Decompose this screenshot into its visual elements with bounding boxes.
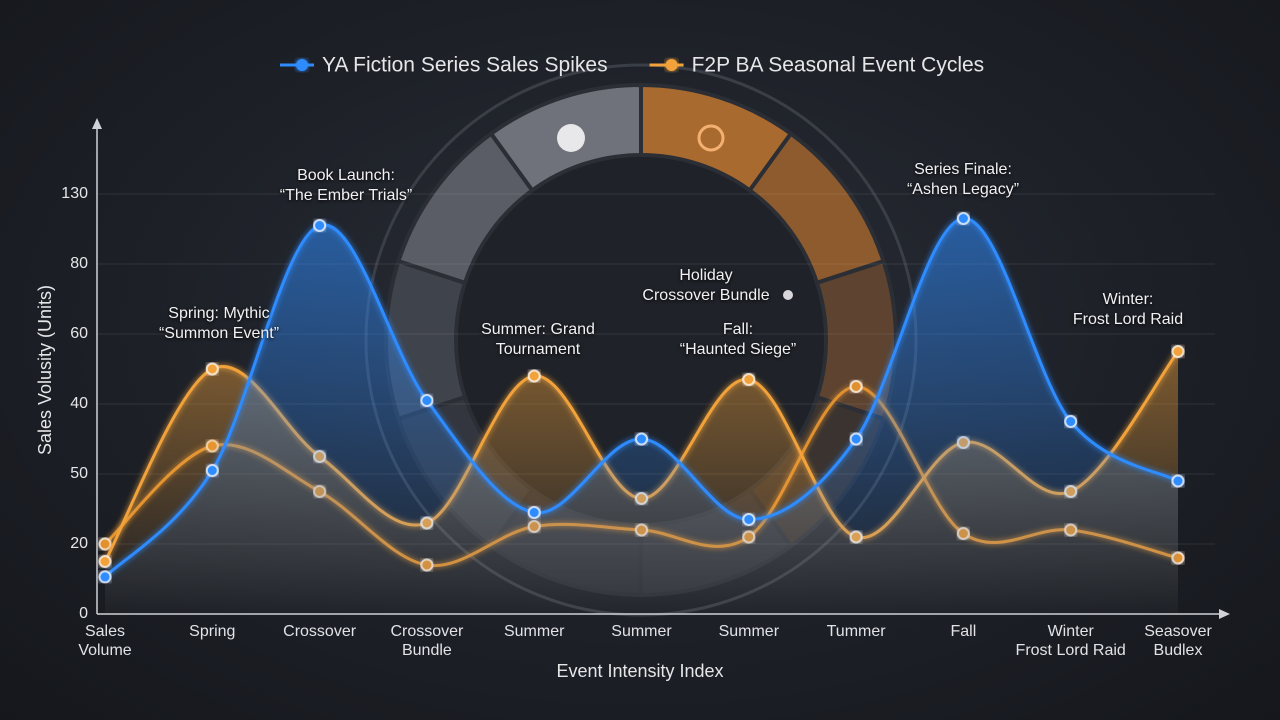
x-tick-label: Summer bbox=[611, 623, 672, 640]
annotation-dot bbox=[783, 290, 793, 300]
annotation: Holiday Crossover Bundle bbox=[642, 267, 770, 304]
x-axis-title: Event Intensity Index bbox=[556, 661, 723, 681]
x-axis-arrow bbox=[1219, 609, 1230, 619]
x-tick-label: Crossover bbox=[283, 623, 357, 640]
data-point bbox=[1064, 415, 1078, 428]
annotation: Book Launch: “The Ember Trials” bbox=[279, 167, 413, 204]
x-tick-label: Spring bbox=[189, 623, 236, 640]
data-point bbox=[98, 537, 112, 551]
series-area bbox=[105, 218, 1178, 614]
data-point bbox=[313, 219, 327, 232]
legend-label: YA Fiction Series Sales Spikes bbox=[322, 54, 608, 77]
y-tick-label: 50 bbox=[70, 465, 88, 482]
data-point bbox=[635, 432, 648, 446]
legend-marker bbox=[665, 59, 678, 71]
data-point bbox=[98, 555, 112, 568]
x-tick-label: Seasover Budlex bbox=[1144, 623, 1212, 659]
data-point bbox=[1171, 474, 1185, 488]
x-tick-label: Winter Frost Lord Raid bbox=[1015, 623, 1126, 659]
annotation: Summer: Grand Tournament bbox=[481, 321, 595, 358]
x-tick-label: Tummer bbox=[826, 623, 886, 640]
data-point bbox=[420, 394, 434, 407]
data-point bbox=[849, 432, 863, 446]
data-point bbox=[98, 570, 112, 584]
x-tick-label: Sales Volume bbox=[78, 623, 132, 659]
data-point bbox=[742, 373, 756, 386]
y-axis-arrow bbox=[92, 118, 102, 129]
data-point bbox=[205, 464, 219, 477]
x-tick-label: Summer bbox=[718, 623, 780, 640]
y-tick-label: 60 bbox=[70, 325, 88, 342]
y-tick-label: 20 bbox=[70, 535, 88, 552]
legend-label: F2P BA Seasonal Event Cycles bbox=[692, 54, 985, 77]
data-point bbox=[527, 369, 541, 383]
annotation: Spring: Mythic “Summon Event” bbox=[158, 305, 280, 342]
y-tick-label: 130 bbox=[61, 185, 88, 202]
y-tick-label: 40 bbox=[70, 395, 88, 412]
sun-icon bbox=[697, 124, 725, 152]
data-point bbox=[205, 362, 219, 376]
y-tick-label: 0 bbox=[79, 605, 88, 622]
annotation: Winter: Frost Lord Raid bbox=[1072, 291, 1184, 328]
data-point bbox=[849, 380, 863, 393]
y-tick-label: 80 bbox=[70, 255, 88, 272]
data-point bbox=[956, 212, 970, 225]
data-point bbox=[527, 506, 541, 519]
x-tick-label: Fall bbox=[950, 623, 977, 640]
annotation: Fall: “Haunted Siege” bbox=[679, 321, 797, 358]
flower-icon bbox=[557, 124, 585, 152]
x-tick-label: Crossover Bundle bbox=[390, 623, 464, 659]
legend-marker bbox=[296, 59, 308, 71]
annotation: Series Finale: “Ashen Legacy” bbox=[906, 161, 1020, 198]
data-point bbox=[742, 513, 756, 526]
y-axis-title: Sales Volusity (Units) bbox=[35, 285, 55, 455]
data-point bbox=[1171, 345, 1185, 358]
x-tick-label: Summer bbox=[503, 623, 565, 640]
